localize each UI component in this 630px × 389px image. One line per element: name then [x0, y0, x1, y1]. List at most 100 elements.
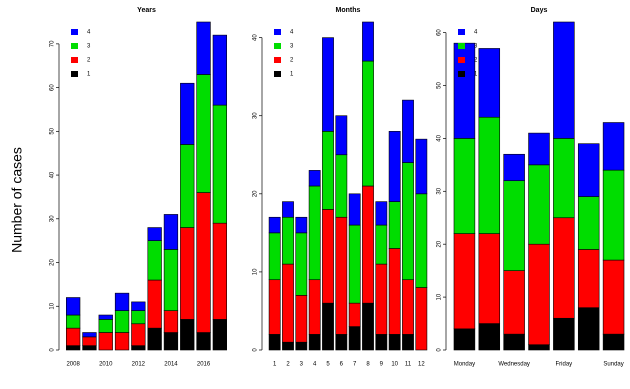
bar-segment — [98, 319, 113, 333]
x-tick-label: 11 — [405, 362, 412, 368]
x-tick-label: 6 — [340, 362, 344, 368]
y-tick-label: 50 — [50, 127, 56, 134]
bar-segment — [114, 310, 130, 333]
panel-title: Months — [336, 7, 361, 14]
x-tick-label: 2010 — [99, 362, 113, 368]
bar-segment — [375, 334, 388, 351]
bar-segment — [362, 302, 374, 351]
bar-segment — [268, 279, 281, 335]
bar-segment — [308, 334, 321, 351]
bar-segment — [82, 336, 97, 346]
bar-segment — [335, 334, 348, 351]
bar-segment — [196, 21, 211, 75]
bar-segment — [308, 170, 321, 187]
bar-segment — [375, 263, 388, 335]
legend-label: 3 — [290, 44, 294, 50]
bar-segment — [402, 99, 414, 163]
bar-segment — [196, 332, 211, 351]
bar-segment — [335, 154, 348, 218]
bar-segment — [553, 138, 575, 219]
x-tick-label: Monday — [454, 362, 475, 368]
bar-segment — [503, 153, 525, 182]
bar-segment — [180, 227, 195, 320]
bar-segment — [478, 323, 501, 351]
bar-segment — [503, 333, 525, 351]
x-tick-label: 1 — [273, 362, 277, 368]
bar-segment — [577, 307, 600, 351]
bar-segment — [163, 310, 179, 333]
bar-segment — [402, 334, 414, 351]
bar-segment — [453, 233, 476, 330]
legend-swatch — [274, 57, 281, 63]
bar-segment — [388, 131, 401, 202]
x-tick-label: Friday — [556, 362, 573, 368]
legend-label: 2 — [87, 58, 91, 64]
bar-segment — [577, 196, 600, 250]
bar-segment — [602, 259, 625, 335]
bar-segment — [362, 21, 374, 62]
legend-label: 3 — [474, 44, 478, 50]
bar-segment — [322, 37, 334, 132]
bar-segment — [180, 144, 195, 228]
x-tick-label: 8 — [366, 362, 370, 368]
bar-segment — [163, 214, 179, 250]
legend-label: 2 — [290, 58, 294, 64]
y-tick-label: 10 — [437, 293, 443, 300]
bar-segment — [415, 138, 428, 195]
bar-segment — [577, 249, 600, 308]
bar-segment — [478, 48, 501, 118]
y-tick-label: 30 — [253, 112, 259, 119]
legend-label: 1 — [87, 72, 91, 78]
legend-swatch — [274, 29, 281, 35]
y-axis-label: Number of cases — [9, 147, 25, 253]
legend-swatch — [458, 71, 465, 77]
bar-segment — [528, 243, 550, 346]
x-tick-label: 5 — [326, 362, 330, 368]
bar-segment — [82, 332, 97, 338]
bar-segment — [147, 327, 162, 351]
y-tick-label: 20 — [50, 259, 56, 266]
legend-label: 1 — [290, 72, 294, 78]
legend-swatch — [458, 57, 465, 63]
y-tick-label: 60 — [50, 84, 56, 91]
bar-segment — [322, 302, 334, 351]
legend-swatch — [71, 71, 78, 77]
y-tick-label: 60 — [437, 29, 443, 36]
legend-label: 4 — [290, 30, 294, 36]
bar-segment — [131, 310, 146, 325]
bar-segment — [335, 115, 348, 156]
bar-segment — [212, 222, 227, 320]
bar-segment — [528, 132, 550, 166]
y-tick-label: 30 — [50, 215, 56, 222]
legend-label: 4 — [87, 30, 91, 36]
bar-segment — [348, 193, 361, 226]
bar-segment — [402, 279, 414, 335]
bar-segment — [388, 248, 401, 335]
bar-segment — [66, 297, 81, 316]
bar-segment — [282, 201, 294, 218]
bar-segment — [602, 333, 625, 351]
legend-swatch — [71, 57, 78, 63]
x-tick-label: 2012 — [132, 362, 146, 368]
legend-label: 2 — [474, 58, 478, 64]
bar-segment — [553, 217, 575, 319]
bar-segment — [295, 216, 308, 234]
x-tick-label: Sunday — [603, 362, 623, 368]
bar-segment — [147, 240, 162, 281]
legend-swatch — [458, 43, 465, 49]
bar-segment — [98, 314, 113, 320]
x-tick-label: 7 — [353, 362, 357, 368]
bar-segment — [415, 193, 428, 288]
bar-segment — [503, 180, 525, 271]
y-tick-label: 10 — [253, 268, 259, 275]
bar-segment — [82, 345, 97, 351]
bar-segment — [282, 216, 294, 265]
bar-segment — [295, 341, 308, 351]
x-tick-label: 2016 — [197, 362, 211, 368]
y-tick-label: 10 — [50, 302, 56, 309]
bar-segment — [295, 295, 308, 343]
bar-segment — [478, 116, 501, 234]
bar-segment — [553, 317, 575, 351]
legend-swatch — [71, 43, 78, 49]
